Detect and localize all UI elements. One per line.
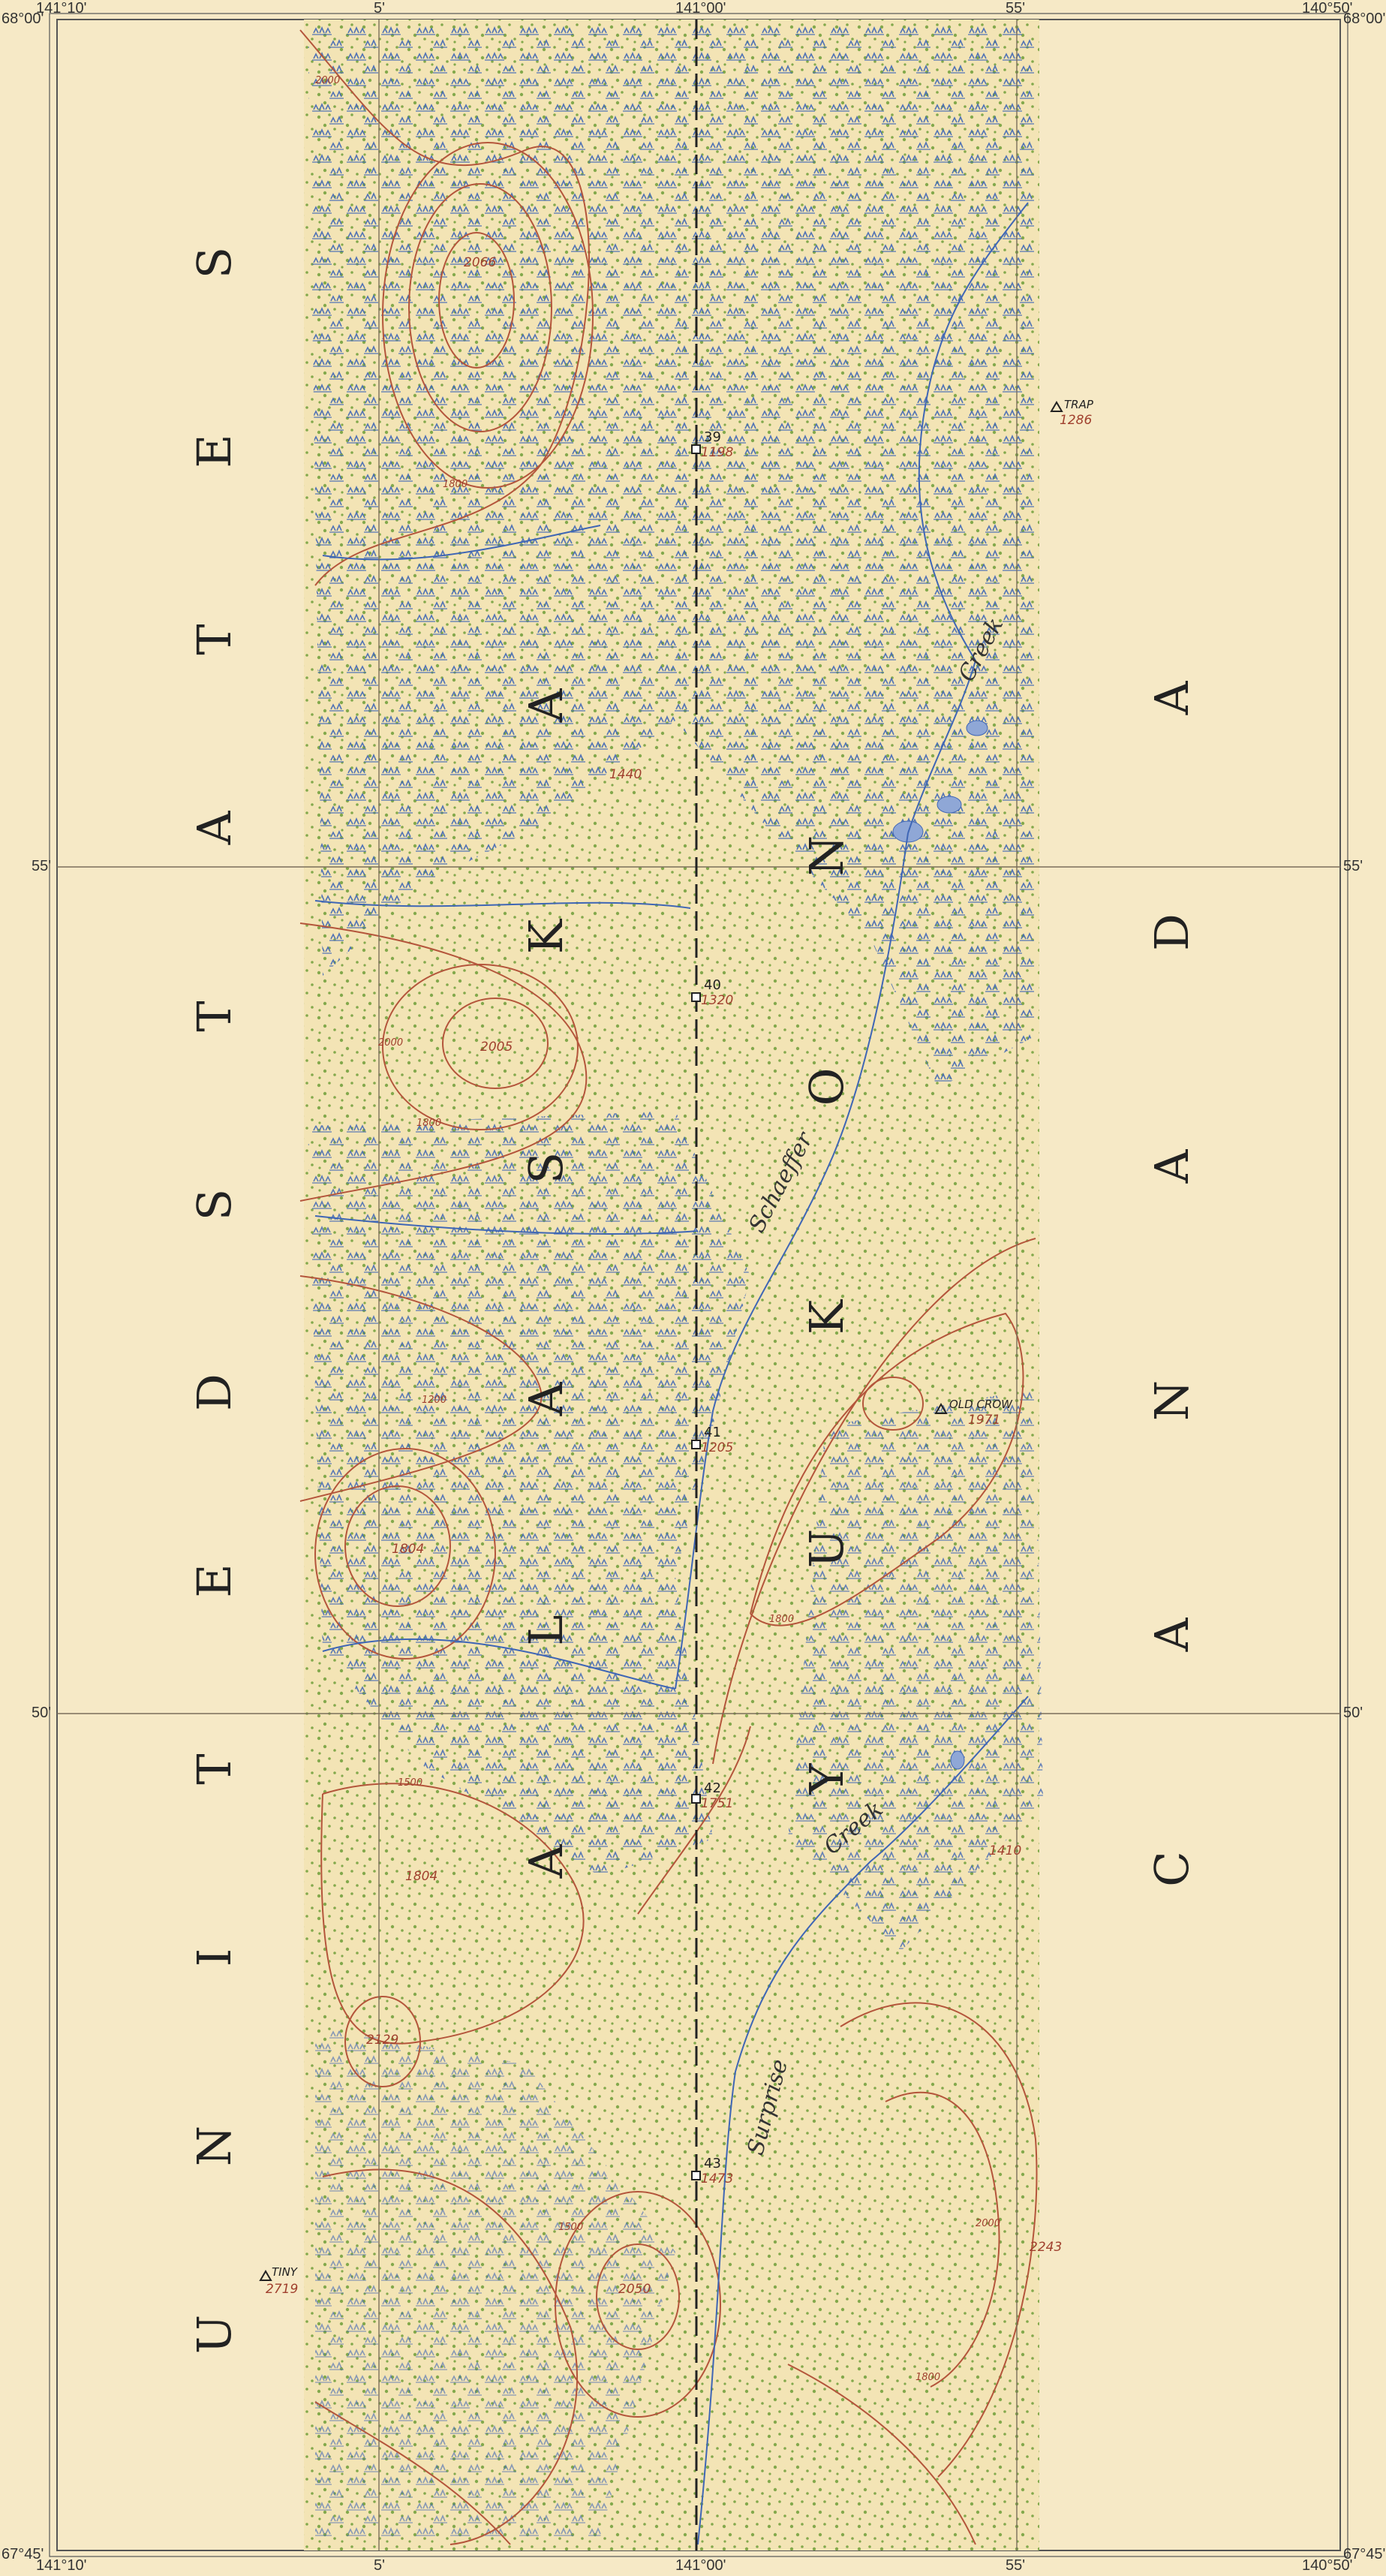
united-states-letter: S [187, 1188, 242, 1220]
graticule [57, 20, 1340, 2550]
contour-label: 1800 [416, 1118, 442, 1129]
yukon-letter: K [799, 1299, 854, 1335]
left-lat-55: 55' [32, 858, 52, 874]
left-lat-68: 68°00' [2, 11, 44, 27]
united-states-letter: E [187, 1563, 242, 1598]
monument-42-number: 42 [704, 1780, 721, 1796]
monument-40-elevation: 1320 [701, 993, 734, 1008]
left-lat-50: 50' [32, 1705, 52, 1721]
united-states-letter: T [187, 1753, 242, 1785]
monument-41-elevation: 1205 [701, 1440, 734, 1455]
monument-41-number: 41 [704, 1425, 721, 1440]
contour-label: 2000 [976, 2218, 1001, 2229]
united-states-letter: E [187, 434, 242, 468]
united-states-letter: N [187, 2125, 242, 2167]
united-states-letter: D [187, 1374, 242, 1412]
station-tiny-elevation: 2719 [266, 2282, 299, 2297]
station-trap-elevation: 1286 [1060, 413, 1093, 428]
alaska-letter: A [519, 688, 573, 723]
spot-elevation: 2066 [464, 255, 497, 270]
spot-elevation: 2005 [480, 1040, 513, 1055]
spot-elevation: 2243 [1030, 2240, 1063, 2255]
monument-40-number: 40 [704, 977, 721, 993]
streams [314, 202, 1029, 2545]
yukon-letter: N [799, 835, 854, 877]
spot-elevation: 1804 [405, 1869, 438, 1884]
station-old-crow-name: OLD CROW [949, 1398, 1013, 1411]
monument-43-elevation: 1473 [701, 2171, 734, 2186]
contour-label: 1800 [769, 1614, 795, 1625]
contour-lines [299, 29, 1038, 2545]
monument-39-number: 39 [704, 429, 721, 445]
bottom-label-55: 55' [1006, 2557, 1026, 2574]
left-lat-67-45: 67°45' [2, 2546, 44, 2562]
spot-elevation: 1440 [609, 767, 642, 782]
alaska-letter: K [519, 919, 573, 955]
monument-43-number: 43 [704, 2156, 721, 2171]
yukon-letter: U [799, 1528, 854, 1568]
yukon-letter: O [799, 1067, 854, 1106]
monument-42-elevation: 1751 [701, 1796, 734, 1811]
spot-elevation: 1804 [392, 1542, 425, 1557]
canada-letter: D [1144, 913, 1199, 951]
canada-letter: A [1144, 1149, 1199, 1184]
top-label-141-10: 141°10' [36, 0, 87, 17]
united-states-letter: U [187, 2314, 242, 2355]
united-states-letter: T [187, 1000, 242, 1032]
contour-label: 2000 [378, 1037, 404, 1049]
spot-elevation: 2050 [618, 2282, 651, 2297]
station-old-crow-elevation: 1971 [968, 1413, 1001, 1428]
monument-39-elevation: 1198 [701, 445, 734, 460]
top-label-55: 55' [1006, 0, 1026, 17]
united-states-letter: S [187, 246, 242, 279]
bottom-label-141-00: 141°00' [675, 2557, 726, 2574]
bottom-label-140-50: 140°50' [1302, 2557, 1353, 2574]
bottom-label-5: 5' [374, 2557, 385, 2574]
triangulation-stations [259, 401, 1063, 2281]
alaska-letter: L [519, 1615, 573, 1646]
station-tiny-name: TINY [272, 2265, 297, 2279]
alaska-letter: A [519, 1382, 573, 1416]
boundary-monuments [691, 444, 701, 2180]
contour-label: 1500 [558, 2222, 584, 2233]
station-trap-name: TRAP [1064, 398, 1093, 411]
united-states-letter: A [187, 811, 242, 845]
united-states-letter: T [187, 624, 242, 655]
marsh-layer [308, 23, 1043, 2537]
canada-letter: A [1144, 681, 1199, 715]
spot-elevation: 1410 [989, 1843, 1022, 1858]
top-label-141-00: 141°00' [675, 0, 726, 17]
contour-label: 2000 [315, 75, 341, 86]
top-label-5: 5' [374, 0, 385, 17]
contour-label: 1800 [443, 479, 468, 490]
canada-letter: C [1144, 1851, 1199, 1887]
contour-label: 1500 [398, 1777, 423, 1789]
canada-letter: N [1144, 1380, 1199, 1422]
canada-letter: A [1144, 1618, 1199, 1652]
right-lat-50: 50' [1343, 1705, 1363, 1721]
right-lat-67-45: 67°45' [1343, 2546, 1386, 2562]
yukon-letter: Y [799, 1763, 854, 1795]
top-label-140-50: 140°50' [1302, 0, 1353, 17]
united-states-letter: I [187, 1948, 242, 1967]
bottom-label-141-10: 141°10' [36, 2557, 87, 2574]
contour-label: 1200 [422, 1395, 447, 1406]
spot-elevation: 2129 [366, 2033, 399, 2048]
right-lat-55: 55' [1343, 858, 1363, 874]
alaska-letter: S [519, 1151, 573, 1184]
contour-label: 1800 [915, 2372, 941, 2383]
alaska-letter: A [519, 1844, 573, 1879]
right-lat-68: 68°00' [1343, 11, 1386, 27]
